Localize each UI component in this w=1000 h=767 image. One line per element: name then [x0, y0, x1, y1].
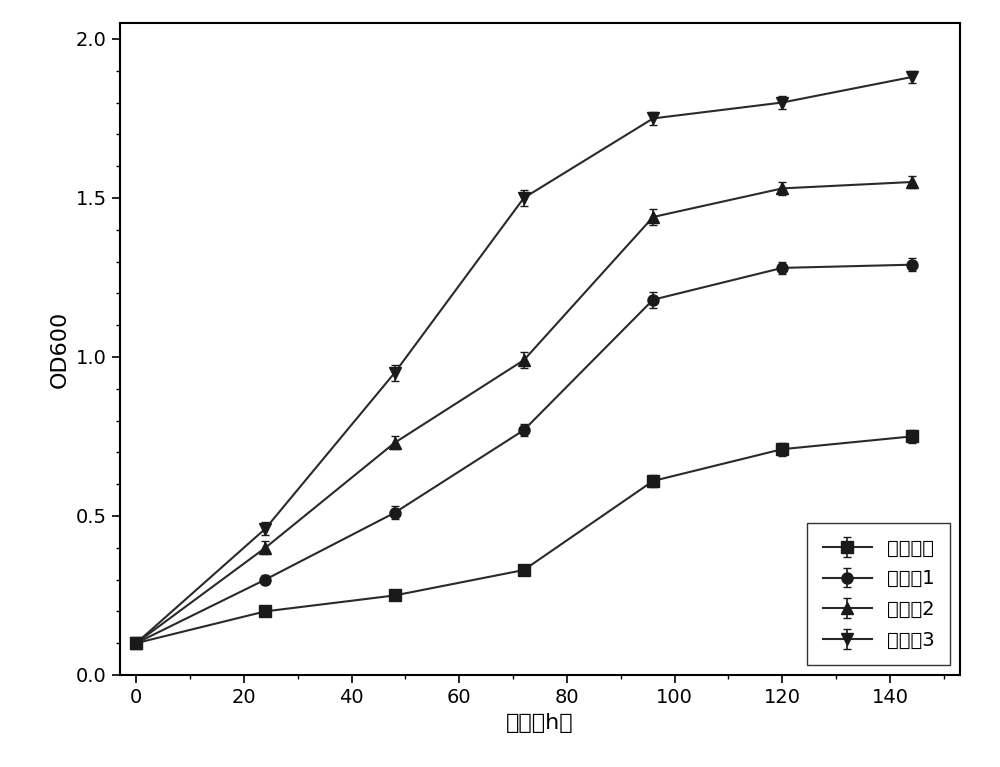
- Legend: 未添加组, 实施例1, 实施例2, 实施例3: 未添加组, 实施例1, 实施例2, 实施例3: [807, 523, 950, 665]
- Y-axis label: OD600: OD600: [50, 311, 70, 387]
- X-axis label: 时间（h）: 时间（h）: [506, 713, 574, 732]
